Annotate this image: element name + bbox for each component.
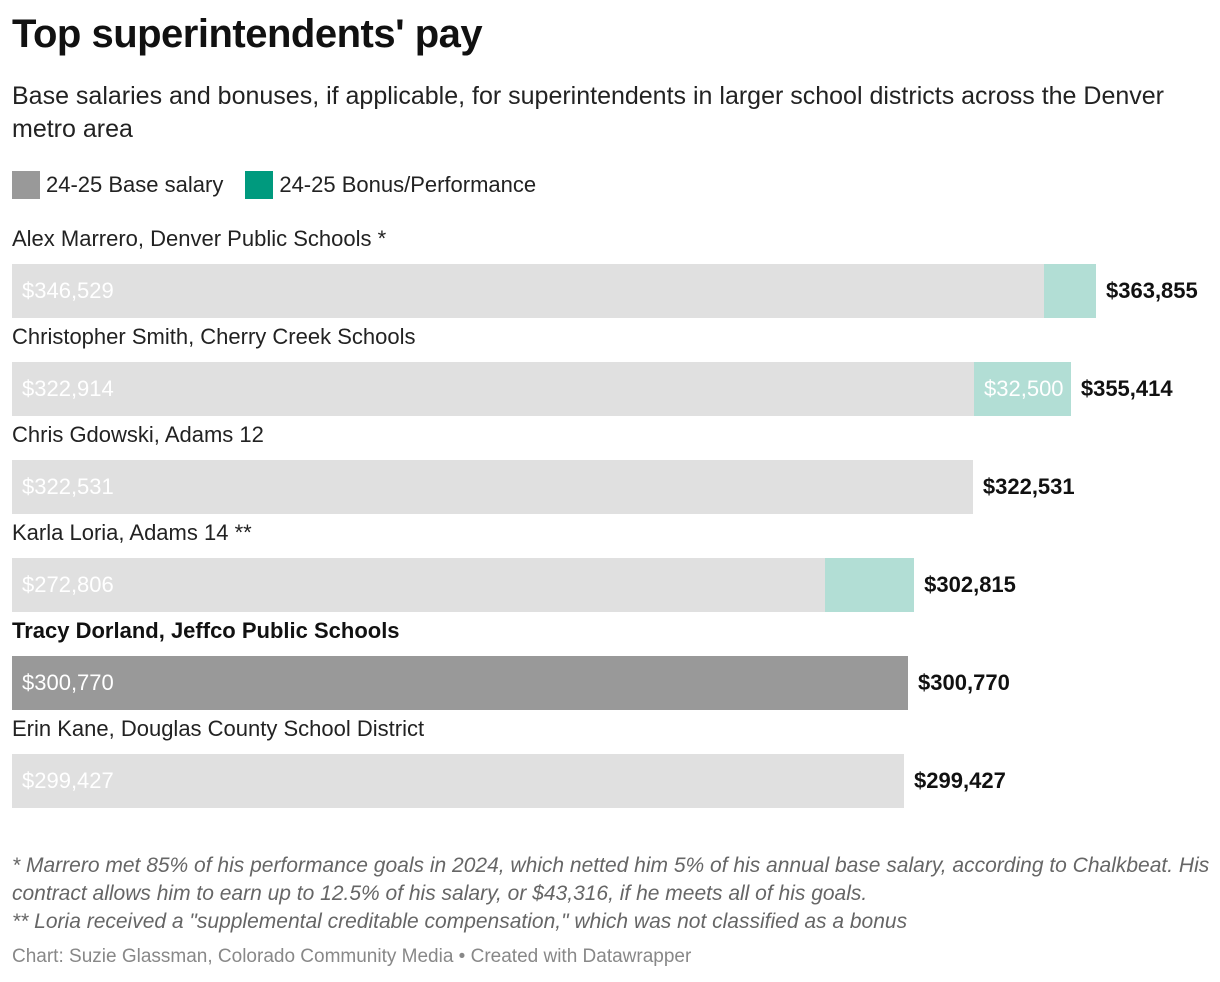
row-label: Erin Kane, Douglas County School Distric… <box>12 716 425 741</box>
bar-base-label: $322,914 <box>22 376 114 401</box>
bar-base-label: $272,806 <box>22 572 114 597</box>
bar-total-label: $322,531 <box>982 474 1075 499</box>
bar-total-label: $299,427 <box>914 768 1006 793</box>
bar-base-label: $322,531 <box>22 474 114 499</box>
bar-bonus-label: $32,500 <box>984 376 1064 401</box>
chart-subtitle: Base salaries and bonuses, if applicable… <box>12 82 1165 143</box>
footnotes: * Marrero met 85% of his performance goa… <box>12 852 1212 936</box>
row-label: Chris Gdowski, Adams 12 <box>12 422 264 447</box>
bar-base-label: $346,529 <box>22 278 114 303</box>
bar-bonus <box>974 362 1071 416</box>
bar-base-salary <box>12 754 905 808</box>
row-label: Christopher Smith, Cherry Creek Schools <box>12 324 416 349</box>
legend-label-base: 24-25 Base salary <box>46 172 224 197</box>
bar-total-label: $363,855 <box>1106 278 1198 303</box>
bar-bonus <box>1044 264 1096 318</box>
bar-total-label: $302,815 <box>924 572 1016 597</box>
row-label: Alex Marrero, Denver Public Schools * <box>12 226 387 251</box>
bar-base-salary <box>12 264 1045 318</box>
bar-base-label: $299,427 <box>22 768 114 793</box>
legend-item-base: 24-25 Base salary <box>12 171 223 199</box>
legend-swatch-bonus <box>245 171 274 199</box>
bar-total-label: $355,414 <box>1080 376 1173 401</box>
legend-label-bonus: 24-25 Bonus/Performance <box>279 172 537 197</box>
row-label: Tracy Dorland, Jeffco Public Schools <box>12 618 400 643</box>
bar-base-salary <box>12 558 825 612</box>
bar-total-label: $300,770 <box>918 670 1010 695</box>
bar-bonus <box>824 558 915 612</box>
source-credit: Chart: Suzie Glassman, Colorado Communit… <box>12 946 692 967</box>
footnote-1: * Marrero met 85% of his performance goa… <box>12 854 1210 905</box>
bar-base-label: $300,770 <box>22 670 114 695</box>
bar-base-salary <box>12 656 909 710</box>
legend-swatch-base <box>12 171 40 199</box>
legend-item-bonus: 24-25 Bonus/Performance <box>245 171 536 199</box>
legend: 24-25 Base salary 24-25 Bonus/Performanc… <box>12 171 558 199</box>
bar-base-salary <box>12 362 975 416</box>
bar-base-salary <box>12 460 973 514</box>
chart-title: Top superintendents' pay <box>12 12 483 56</box>
footnote-2: ** Loria received a "supplemental credit… <box>12 910 908 933</box>
row-label: Karla Loria, Adams 14 ** <box>12 520 252 545</box>
